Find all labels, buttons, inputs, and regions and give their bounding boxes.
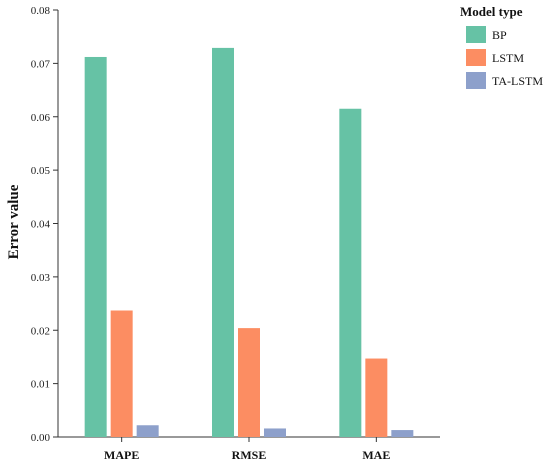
- legend-swatch-bp: [466, 26, 486, 43]
- y-tick-label: 0.03: [31, 272, 51, 284]
- legend: Model type BP LSTM TA-LSTM: [460, 4, 543, 89]
- y-tick-label: 0.06: [31, 112, 51, 124]
- bar-bp-rmse: [212, 47, 234, 438]
- x-tick-label: MAPE: [104, 448, 139, 462]
- x-tick-label: RMSE: [232, 448, 267, 462]
- bar-bp-mae: [339, 108, 362, 438]
- bar-lstm-rmse: [238, 328, 260, 437]
- y-tick-label: 0.04: [31, 219, 51, 231]
- y-tick-label: 0.08: [31, 5, 51, 17]
- y-axis: 0.00 0.01 0.02 0.03 0.04 0.05 0.06 0.07 0.08: [31, 5, 59, 444]
- bar-lstm-mae: [365, 358, 388, 437]
- legend-label-ta-lstm: TA-LSTM: [492, 74, 543, 88]
- bar-ta-lstm-mae: [391, 430, 414, 437]
- bars: [84, 47, 414, 438]
- bar-lstm-mape: [110, 310, 133, 437]
- y-tick-label: 0.07: [31, 58, 51, 70]
- y-tick-label: 0.05: [31, 165, 51, 177]
- legend-swatch-lstm: [466, 49, 486, 66]
- legend-title: Model type: [460, 4, 523, 19]
- x-axis: MAPE RMSE MAE: [58, 436, 440, 462]
- legend-label-bp: BP: [492, 28, 507, 42]
- bar-ta-lstm-mape: [136, 425, 159, 437]
- x-tick-label: MAE: [362, 448, 390, 462]
- y-tick-label: 0.02: [31, 325, 50, 337]
- legend-swatch-ta-lstm: [466, 72, 486, 89]
- y-axis-title: Error value: [6, 184, 22, 259]
- y-tick-label: 0.00: [31, 432, 51, 444]
- bar-ta-lstm-rmse: [264, 428, 286, 437]
- y-tick-label: 0.01: [31, 379, 50, 391]
- legend-label-lstm: LSTM: [492, 51, 524, 65]
- bar-bp-mape: [84, 56, 107, 437]
